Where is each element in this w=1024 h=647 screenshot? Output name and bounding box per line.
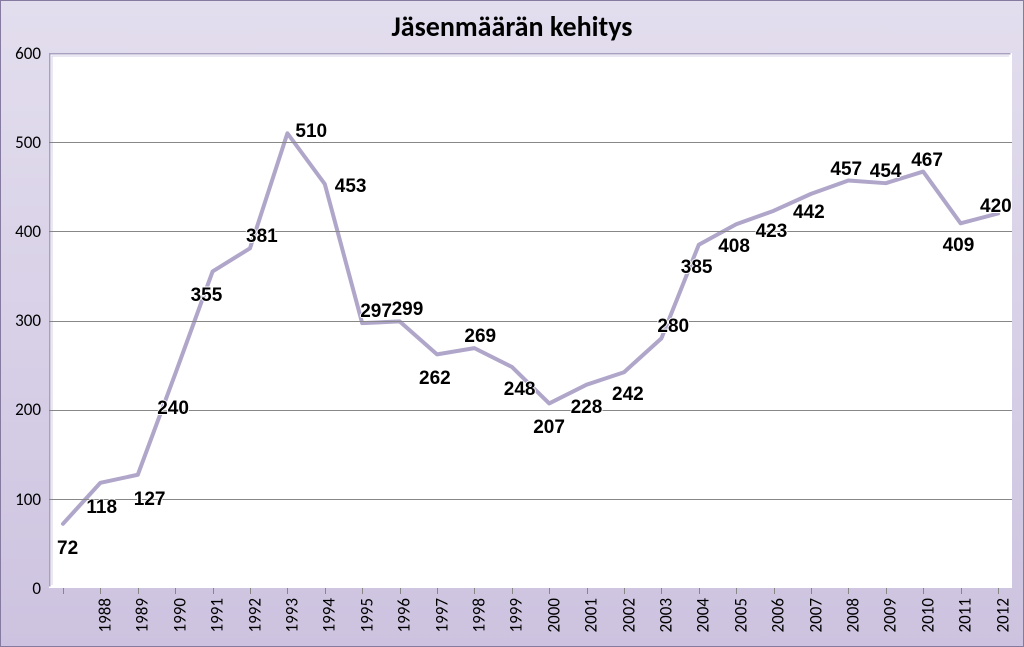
x-tick-label: 2011: [955, 598, 976, 632]
x-tick-label: 2001: [581, 598, 602, 632]
y-tick-label: 500: [1, 132, 41, 153]
x-tick-label: 2009: [880, 598, 901, 632]
x-tick-label: 1992: [244, 598, 265, 632]
x-tickmark: [175, 588, 176, 594]
gridline: [49, 321, 1012, 322]
x-tickmark: [512, 588, 513, 594]
gridline: [49, 410, 1012, 411]
chart-frame: Jäsenmäärän kehitys 72 118 127 240 355 381 510…: [0, 0, 1024, 647]
x-tick-label: 2000: [543, 598, 564, 632]
x-tickmark: [923, 588, 924, 594]
x-tick-label: 1988: [94, 598, 115, 632]
x-tick-label: 2006: [768, 598, 789, 632]
data-label: 118: [86, 497, 117, 519]
x-tickmark: [549, 588, 550, 594]
data-label: 385: [681, 257, 713, 279]
chart-title: Jäsenmäärän kehitys: [1, 9, 1023, 44]
x-tickmark: [699, 588, 700, 594]
y-tick-label: 100: [1, 489, 41, 510]
x-tickmark: [624, 588, 625, 594]
x-tickmark: [587, 588, 588, 594]
x-tick-label: 1991: [207, 598, 228, 632]
data-label: 442: [793, 202, 825, 224]
data-label: 262: [419, 368, 451, 390]
x-tick-label: 1998: [468, 598, 489, 632]
data-label: 127: [134, 489, 166, 511]
x-tick-label: 1993: [281, 598, 302, 632]
plot-area: 72 118 127 240 355 381 510 453 297299 262 269 248 20…: [49, 53, 1012, 588]
data-label: 228: [571, 397, 603, 419]
x-tickmark: [325, 588, 326, 594]
x-tickmark: [362, 588, 363, 594]
data-label: 381: [246, 226, 278, 248]
x-tickmark: [961, 588, 962, 594]
data-label: 467: [911, 150, 943, 172]
x-tickmark: [138, 588, 139, 594]
x-tick-label: 1995: [356, 598, 377, 632]
x-tick-label: 2008: [842, 598, 863, 632]
x-tickmark: [250, 588, 251, 594]
data-label: 408: [718, 236, 750, 258]
x-tickmark: [811, 588, 812, 594]
x-tickmark: [848, 588, 849, 594]
data-label: 423: [756, 221, 788, 243]
gridline: [49, 499, 1012, 500]
data-label: 409: [943, 235, 975, 257]
x-tickmark: [213, 588, 214, 594]
x-tickmark: [998, 588, 999, 594]
x-tick-label: 2012: [992, 598, 1013, 632]
data-label: 242: [612, 384, 644, 406]
x-tick-label: 2007: [805, 598, 826, 632]
data-label: 207: [533, 417, 565, 439]
x-tickmark: [661, 588, 662, 594]
x-tickmark: [287, 588, 288, 594]
gridline: [49, 142, 1012, 143]
data-label: 280: [657, 316, 689, 338]
x-tick-label: 2002: [618, 598, 639, 632]
y-tick-label: 600: [1, 43, 41, 64]
data-label: 454: [870, 161, 902, 183]
data-label: 457: [830, 159, 862, 181]
x-tick-label: 1996: [394, 598, 415, 632]
x-tickmark: [736, 588, 737, 594]
y-tick-label: 300: [1, 310, 41, 331]
data-label: 299: [392, 299, 424, 321]
x-tickmark: [774, 588, 775, 594]
x-tick-label: 1999: [506, 598, 527, 632]
x-tick-label: 2003: [655, 598, 676, 632]
data-label: 72: [57, 538, 78, 560]
data-label: 297: [360, 301, 392, 323]
x-tick-label: 1994: [319, 598, 340, 632]
x-tickmark: [474, 588, 475, 594]
data-label: 510: [295, 121, 327, 143]
x-tickmark: [100, 588, 101, 594]
x-tick-label: 1989: [132, 598, 153, 632]
x-tickmark: [400, 588, 401, 594]
data-label: 248: [504, 379, 536, 401]
y-tick-label: 0: [1, 578, 41, 599]
data-label: 355: [191, 285, 223, 307]
gridline: [49, 231, 1012, 232]
y-tick-label: 200: [1, 399, 41, 420]
data-label: 420: [980, 196, 1012, 218]
x-tick-label: 2004: [693, 598, 714, 632]
x-tick-label: 2010: [917, 598, 938, 632]
x-tick-label: 1997: [431, 598, 452, 632]
x-tickmark: [437, 588, 438, 594]
x-tickmark: [886, 588, 887, 594]
data-label: 453: [335, 176, 367, 198]
x-tick-label: 2005: [730, 598, 751, 632]
data-label: 269: [464, 326, 496, 348]
data-label: 240: [157, 398, 189, 420]
x-tickmark: [63, 588, 64, 594]
x-tick-label: 1990: [169, 598, 190, 632]
y-tick-label: 400: [1, 221, 41, 242]
